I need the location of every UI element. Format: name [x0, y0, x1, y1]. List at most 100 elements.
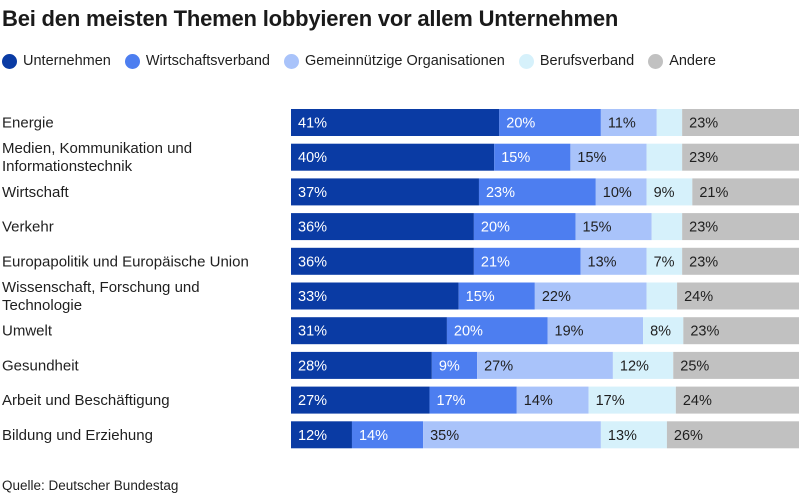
- data-label: 9%: [654, 185, 675, 201]
- data-label: 20%: [506, 116, 535, 132]
- bar-segment: [477, 351, 613, 379]
- data-label: 12%: [620, 358, 649, 374]
- bar-segment: [651, 213, 683, 241]
- source-note: Quelle: Deutscher Bundestag: [2, 478, 179, 493]
- category-label: Wissenschaft, Forschung und Technologie: [2, 279, 200, 314]
- bar-segment: [682, 143, 799, 171]
- bar-segment: [575, 213, 652, 241]
- data-label: 15%: [501, 150, 530, 166]
- legend-label: Gemeinnützige Organisationen: [304, 53, 505, 69]
- bar-segment: [646, 143, 683, 171]
- data-label: 33%: [298, 289, 327, 305]
- data-label: 21%: [699, 185, 728, 201]
- bar-segment: [646, 178, 693, 206]
- legend: Unternehmen Wirtschaftsverband Gemeinnützi…: [2, 50, 762, 76]
- data-label: 12%: [298, 428, 327, 444]
- data-label: 15%: [582, 220, 611, 236]
- data-label: 20%: [481, 220, 510, 236]
- bar-segment: [595, 178, 647, 206]
- data-label: 14%: [524, 393, 553, 409]
- legend-label: Andere: [669, 53, 716, 69]
- bar-segment: [682, 247, 799, 275]
- data-label: 15%: [577, 150, 606, 166]
- data-label: 36%: [298, 254, 327, 270]
- bar-segment: [478, 178, 596, 206]
- bar-segment: [673, 351, 799, 379]
- data-label: 37%: [298, 185, 327, 201]
- bar-segment: [291, 386, 430, 414]
- legend-swatch: [648, 53, 664, 69]
- data-label: 15%: [466, 289, 495, 305]
- legend-swatch: [2, 53, 17, 69]
- bar-segment: [600, 421, 667, 449]
- data-label: 23%: [689, 254, 718, 270]
- bar-segment: [351, 421, 424, 449]
- legend-item-3: Berufsverband: [518, 50, 635, 72]
- category-label: Energie: [2, 115, 54, 132]
- bar-segment: [291, 143, 495, 171]
- data-label: 17%: [596, 393, 625, 409]
- bar-segment: [291, 178, 479, 206]
- legend-swatch: [124, 53, 140, 69]
- data-label: 41%: [298, 116, 327, 132]
- data-label: 23%: [689, 220, 718, 236]
- data-label: 14%: [359, 428, 388, 444]
- data-label: 23%: [690, 324, 719, 340]
- chart-title: Bei den meisten Themen lobbyieren vor al…: [2, 6, 619, 31]
- data-label: 31%: [298, 324, 327, 340]
- legend-label: Berufsverband: [539, 53, 635, 69]
- data-label: 8%: [650, 324, 671, 340]
- category-label: Europapolitik und Europäische Union: [2, 253, 249, 270]
- data-label: 24%: [683, 393, 712, 409]
- bar-segment: [588, 386, 676, 414]
- data-label: 28%: [298, 358, 327, 374]
- data-label: 23%: [486, 185, 515, 201]
- bar-segment: [291, 247, 474, 275]
- bar-segment: [692, 178, 799, 206]
- bar-segment: [646, 247, 683, 275]
- data-label: 27%: [298, 393, 327, 409]
- bar-segment: [446, 317, 548, 345]
- bar-segment: [682, 109, 799, 136]
- bar-segment: [646, 282, 678, 310]
- data-label: 22%: [542, 289, 571, 305]
- data-label: 26%: [674, 428, 703, 444]
- legend-label: Unternehmen: [23, 53, 111, 69]
- category-label: Bildung und Erziehung: [2, 427, 153, 444]
- bar-segment: [291, 351, 432, 379]
- legend-item-0: Unternehmen: [2, 50, 111, 72]
- bar-segment: [547, 317, 644, 345]
- data-label: 23%: [689, 150, 718, 166]
- bar-segment: [291, 421, 352, 449]
- data-label: 24%: [684, 289, 713, 305]
- data-label: 19%: [555, 324, 584, 340]
- bar-segment: [580, 247, 647, 275]
- legend-item-1: Wirtschaftsverband: [124, 50, 270, 72]
- data-label: 40%: [298, 150, 327, 166]
- bar-segment: [682, 213, 799, 241]
- bar-segment: [677, 282, 799, 310]
- data-label: 35%: [430, 428, 459, 444]
- bar-segment: [458, 282, 535, 310]
- bar-segment: [675, 386, 799, 414]
- category-label: Gesundheit: [2, 357, 80, 374]
- data-label: 21%: [481, 254, 510, 270]
- bar-segment: [643, 317, 684, 345]
- category-label: Verkehr: [2, 219, 54, 236]
- data-label: 27%: [484, 358, 513, 374]
- bar-segment: [291, 213, 474, 241]
- data-label: 25%: [680, 358, 709, 374]
- bar-segment: [423, 421, 601, 449]
- data-label: 10%: [603, 185, 632, 201]
- bar-segment: [291, 282, 459, 310]
- category-label: Umwelt: [2, 323, 53, 340]
- bar-segment: [431, 351, 478, 379]
- bar-segment: [291, 109, 500, 136]
- bar-segment: [600, 109, 657, 136]
- data-label: 13%: [588, 254, 617, 270]
- category-label: Medien, Kommunikation und Informationstec…: [2, 140, 192, 175]
- bar-segment: [683, 317, 799, 345]
- data-label: 7%: [654, 254, 675, 270]
- category-label: Arbeit und Beschäftigung: [2, 392, 170, 409]
